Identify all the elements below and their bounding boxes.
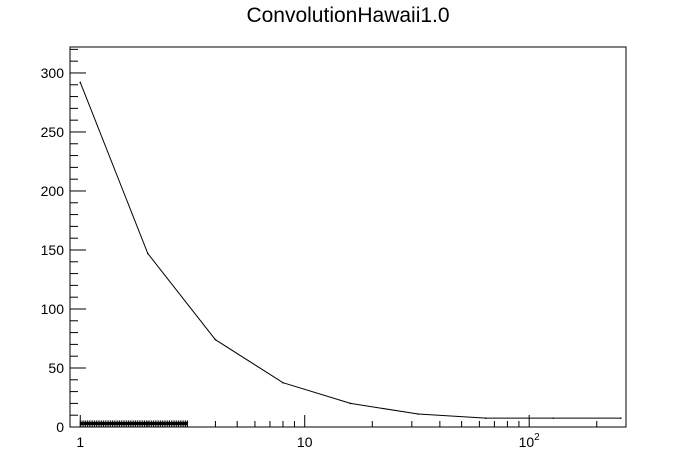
y-tick-label: 200 (41, 183, 65, 199)
x-tick-base: 10 (519, 434, 535, 450)
x-tick-exponent: 2 (534, 432, 540, 443)
x-tick-base: 1 (76, 434, 84, 450)
data-point (214, 338, 217, 341)
data-point (282, 381, 284, 384)
rug-marks (79, 420, 188, 427)
data-point (147, 252, 149, 255)
y-tick-label: 250 (41, 124, 65, 140)
data-point (417, 413, 419, 415)
data-point (79, 81, 82, 84)
y-tick-label: 300 (41, 65, 65, 81)
x-tick-label: 10 (297, 434, 313, 450)
y-tick-label: 50 (48, 360, 64, 376)
y-tick-label: 150 (41, 242, 65, 258)
data-point (349, 402, 352, 405)
plot-frame (69, 46, 627, 428)
x-tick-base: 10 (297, 434, 313, 450)
x-tick-label: 1 (76, 434, 84, 450)
y-tick-label: 100 (41, 301, 65, 317)
data-point (484, 417, 487, 419)
series-group (79, 81, 622, 419)
series-line (79, 82, 621, 419)
data-point (620, 417, 622, 419)
chart-title: ConvolutionHawaii1.0 (246, 4, 450, 27)
x-axis: 1 10 102 (76, 415, 598, 450)
data-point (552, 417, 555, 419)
y-tick-label: 0 (56, 419, 64, 435)
y-axis: 0 50 100 150 200 250 300 (41, 48, 86, 435)
x-tick-label: 102 (519, 432, 541, 450)
